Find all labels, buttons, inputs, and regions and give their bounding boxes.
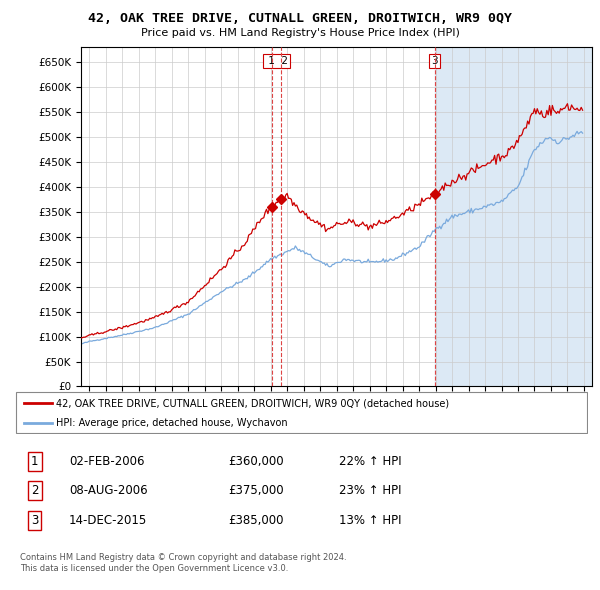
Text: Contains HM Land Registry data © Crown copyright and database right 2024.: Contains HM Land Registry data © Crown c… [20, 553, 346, 562]
Bar [435, 47, 592, 386]
Text: £375,000: £375,000 [228, 484, 284, 497]
Text: 2: 2 [31, 484, 38, 497]
Text: 1  2: 1 2 [265, 55, 288, 65]
Text: 42, OAK TREE DRIVE, CUTNALL GREEN, DROITWICH, WR9 0QY (detached house): 42, OAK TREE DRIVE, CUTNALL GREEN, DROIT… [56, 398, 449, 408]
Text: 3: 3 [431, 55, 438, 65]
Text: 02-FEB-2006: 02-FEB-2006 [69, 455, 145, 468]
Text: 3: 3 [31, 514, 38, 527]
Text: 1: 1 [31, 455, 38, 468]
Text: 23% ↑ HPI: 23% ↑ HPI [339, 484, 401, 497]
Text: 08-AUG-2006: 08-AUG-2006 [69, 484, 148, 497]
Text: HPI: Average price, detached house, Wychavon: HPI: Average price, detached house, Wych… [56, 418, 288, 428]
Text: £385,000: £385,000 [228, 514, 284, 527]
Text: 22% ↑ HPI: 22% ↑ HPI [339, 455, 401, 468]
FancyBboxPatch shape [16, 392, 587, 433]
Text: £360,000: £360,000 [228, 455, 284, 468]
Text: This data is licensed under the Open Government Licence v3.0.: This data is licensed under the Open Gov… [20, 565, 288, 573]
Text: Price paid vs. HM Land Registry's House Price Index (HPI): Price paid vs. HM Land Registry's House … [140, 28, 460, 38]
Text: 42, OAK TREE DRIVE, CUTNALL GREEN, DROITWICH, WR9 0QY: 42, OAK TREE DRIVE, CUTNALL GREEN, DROIT… [88, 12, 512, 25]
Text: 13% ↑ HPI: 13% ↑ HPI [339, 514, 401, 527]
Text: 14-DEC-2015: 14-DEC-2015 [69, 514, 147, 527]
